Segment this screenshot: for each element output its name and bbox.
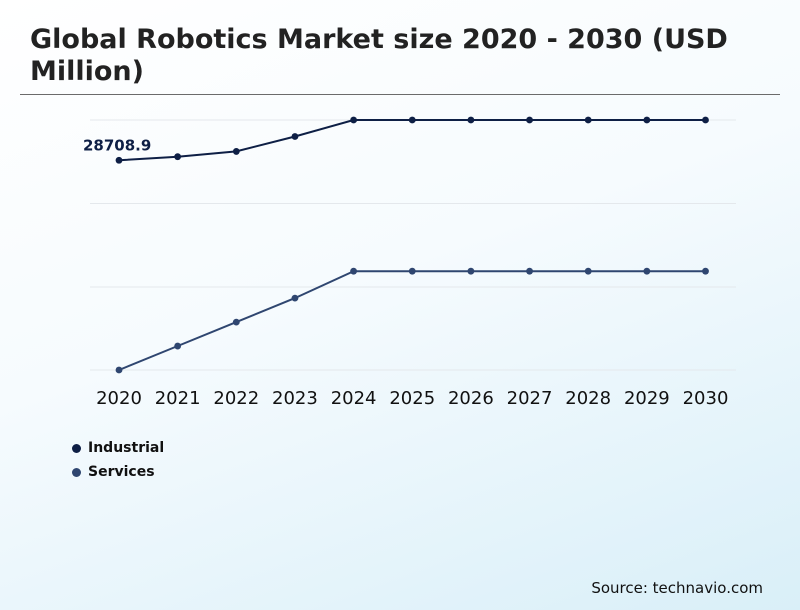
data-point-services[interactable]: [526, 267, 533, 275]
data-point-services[interactable]: [408, 267, 416, 275]
series-lines: [118, 119, 706, 371]
x-tick-label: 2025: [389, 388, 435, 409]
data-points: [115, 116, 709, 374]
data-point-services[interactable]: [232, 318, 240, 326]
source-credit: Source: technavio.com: [591, 579, 763, 597]
x-tick-label: 2026: [448, 388, 494, 409]
x-tick-label: 2028: [565, 388, 611, 409]
data-point-industrial[interactable]: [232, 148, 240, 155]
x-tick-label: 2020: [96, 388, 142, 409]
data-point-industrial[interactable]: [115, 156, 123, 164]
x-tick-label: 2023: [272, 388, 318, 409]
legend-label: Industrial: [88, 440, 165, 456]
x-tick-label: 2030: [683, 388, 729, 409]
data-label: 28708.9: [83, 136, 151, 154]
data-point-services[interactable]: [702, 267, 709, 275]
annotations: 28708.9: [83, 136, 151, 154]
data-point-services[interactable]: [115, 366, 123, 374]
x-tick-label: 2024: [331, 388, 377, 409]
legend-label: Services: [88, 464, 155, 480]
data-point-industrial[interactable]: [526, 116, 533, 124]
legend-marker: [72, 467, 81, 477]
data-point-industrial[interactable]: [291, 133, 299, 140]
series-line-industrial: [118, 119, 706, 162]
data-point-services[interactable]: [467, 267, 475, 275]
x-tick-label: 2021: [155, 388, 201, 409]
data-point-services[interactable]: [291, 294, 299, 302]
legend-item-services[interactable]: Services: [72, 460, 164, 484]
legend: Industrial Services: [72, 436, 164, 484]
x-tick-label: 2027: [507, 388, 553, 409]
legend-marker: [72, 443, 81, 453]
data-point-industrial[interactable]: [408, 116, 416, 124]
x-axis-ticks: 2020 2021 2022 2023 2024 2025 2026 2027 2028 2029…: [96, 388, 728, 409]
data-point-industrial[interactable]: [467, 116, 475, 124]
title-divider: [20, 94, 780, 95]
data-point-industrial[interactable]: [584, 116, 592, 124]
series-line-services: [118, 270, 706, 371]
data-point-industrial[interactable]: [350, 116, 357, 124]
gridlines: [90, 119, 736, 371]
chart-title: Global Robotics Market size 2020 - 2030 …: [30, 24, 728, 87]
x-tick-label: 2029: [624, 388, 670, 409]
x-tick-label: 2022: [213, 388, 259, 409]
data-point-industrial[interactable]: [643, 116, 651, 124]
data-point-industrial[interactable]: [174, 153, 182, 161]
legend-item-industrial[interactable]: Industrial: [72, 436, 164, 460]
data-point-services[interactable]: [643, 267, 651, 275]
data-point-services[interactable]: [584, 267, 592, 275]
data-point-services[interactable]: [350, 267, 357, 275]
data-point-services[interactable]: [174, 342, 182, 350]
data-point-industrial[interactable]: [702, 116, 709, 124]
